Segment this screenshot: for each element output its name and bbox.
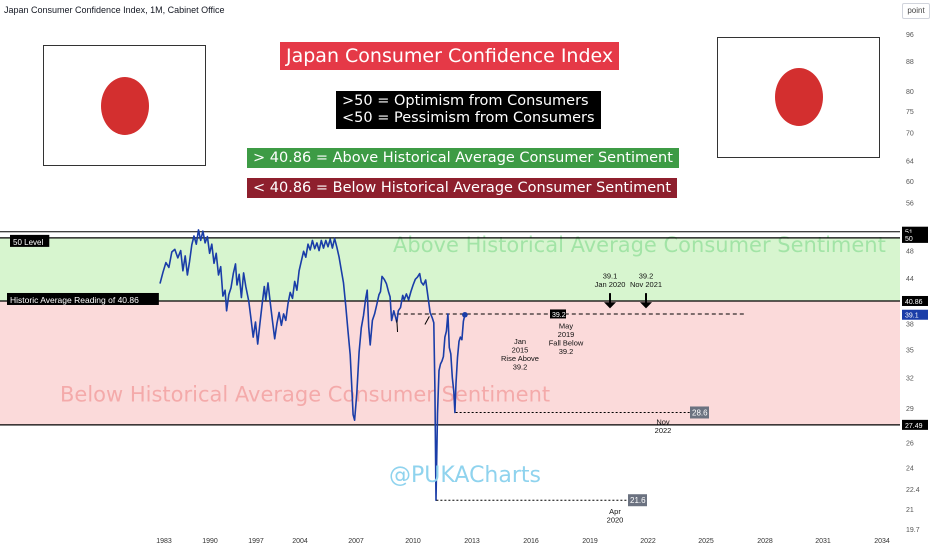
y-tick-label: 19.7 — [906, 527, 920, 534]
y-tick-label: 56 — [906, 200, 914, 207]
annotation-jan-2015-line-3: 39.2 — [513, 363, 528, 372]
price-tag-bg — [902, 309, 928, 320]
value-tag-bg-apr-2020 — [628, 494, 647, 507]
pessimism-text: <50 = Pessimism from Consumers — [342, 110, 595, 126]
y-tick-label: 44 — [906, 276, 914, 283]
optimism-pessimism-box: >50 = Optimism from Consumers <50 = Pess… — [336, 91, 601, 129]
dashed-level-tag: 39.2 — [552, 312, 566, 319]
y-tick-label: 88 — [906, 59, 914, 66]
y-tick-label: 96 — [906, 32, 914, 39]
title-banner: Japan Consumer Confidence Index — [280, 42, 620, 70]
y-tick-label: 21 — [906, 507, 914, 514]
price-tag-bg — [902, 226, 928, 237]
y-tick-label: 70 — [906, 131, 914, 138]
price-tag: 50 — [905, 236, 913, 243]
price-tag-bg — [902, 232, 928, 243]
price-tag: 40.86 — [905, 299, 923, 306]
value-tag-apr-2020: 21.6 — [630, 496, 646, 505]
price-tag-bg — [902, 419, 928, 430]
arrow-down-icon — [604, 302, 616, 309]
annotation-may-2019-line-1: 2019 — [558, 330, 575, 339]
x-tick-label: 1997 — [248, 538, 264, 545]
symbol-info: Japan Consumer Confidence Index, 1M, Cab… — [4, 5, 225, 15]
y-tick-label: 29 — [906, 406, 914, 413]
historic-average-label-bg — [7, 292, 159, 305]
historic-average-label: Historic Average Reading of 40.86 — [10, 295, 139, 305]
dashed-level-tag-bg — [550, 309, 566, 319]
above-average-banner: > 40.86 = Above Historical Average Consu… — [247, 148, 679, 168]
annotation-nov-2022-line-0: Nov — [656, 417, 670, 426]
annotation-nov-2022-line-1: 2022 — [655, 426, 672, 435]
x-tick-label: 2019 — [582, 538, 598, 545]
price-tag-bg — [902, 295, 928, 306]
y-tick-label: 32 — [906, 375, 914, 382]
annotation-apr-2020-line-0: Apr — [609, 507, 621, 516]
below-average-zone — [0, 300, 900, 425]
annotation-may-2019-line-3: 39.2 — [559, 347, 574, 356]
unit-label: point — [902, 3, 930, 19]
annotation-may-2019-line-0: May — [559, 322, 573, 331]
above-zone-label: Above Historical Average Consumer Sentim… — [393, 233, 886, 257]
y-tick-label: 26 — [906, 440, 914, 447]
fifty-level-label-bg — [10, 234, 50, 247]
flag-sun-icon — [101, 77, 149, 135]
x-tick-label: 2025 — [698, 538, 714, 545]
annotation-jan-2020-line-0: 39.1 — [603, 272, 618, 281]
x-tick-label: 2004 — [292, 538, 308, 545]
japan-flag-left — [43, 45, 206, 166]
x-tick-label: 2034 — [874, 538, 890, 545]
series-line — [159, 229, 466, 502]
x-tick-label: 2031 — [815, 538, 831, 545]
arrow-down-icon — [640, 302, 652, 309]
x-tick-label: 2010 — [405, 538, 421, 545]
x-tick-label: 1990 — [202, 538, 218, 545]
annotation-jan-2015-line-2: Rise Above — [501, 354, 539, 363]
value-tag-nov-2022: 28.6 — [692, 408, 708, 417]
annotation-jan-2015-line-0: Jan — [514, 337, 526, 346]
y-tick-label: 60 — [906, 179, 914, 186]
last-point-marker — [462, 311, 468, 318]
optimism-text: >50 = Optimism from Consumers — [342, 93, 589, 109]
y-tick-label: 38 — [906, 322, 914, 329]
annotation-pointer-jan-2015 — [396, 319, 399, 333]
value-tag-bg-nov-2022 — [690, 406, 709, 419]
annotation-jan-2020-line-1: Jan 2020 — [595, 280, 626, 289]
x-tick-label: 2007 — [348, 538, 364, 545]
x-tick-label: 2022 — [640, 538, 656, 545]
japan-flag-right — [717, 37, 880, 158]
x-tick-label: 1983 — [156, 538, 172, 545]
flag-sun-icon — [775, 68, 823, 126]
y-tick-label: 48 — [906, 249, 914, 256]
y-tick-label: 24 — [906, 465, 914, 472]
y-tick-label: 80 — [906, 89, 914, 96]
annotation-jan-2015-line-1: 2015 — [512, 346, 529, 355]
annotation-may-2019-line-2: Fall Below — [549, 339, 584, 348]
below-average-banner: < 40.86 = Below Historical Average Consu… — [247, 178, 678, 198]
watermark: @PUKACharts — [389, 463, 541, 488]
price-tag: 39.1 — [905, 313, 919, 320]
y-tick-label: 22.4 — [906, 487, 920, 494]
annotation-pointer-may-2019 — [424, 316, 430, 325]
below-zone-label: Below Historical Average Consumer Sentim… — [60, 383, 550, 407]
y-tick-label: 35 — [906, 347, 914, 354]
annotation-nov-2021-line-1: Nov 2021 — [630, 280, 662, 289]
y-tick-label: 64 — [906, 159, 914, 166]
price-tag: 27.49 — [905, 423, 923, 430]
x-tick-label: 2013 — [464, 538, 480, 545]
x-tick-label: 2016 — [523, 538, 539, 545]
y-tick-label: 75 — [906, 109, 914, 116]
fifty-level-label: 50 Level — [13, 238, 43, 247]
x-tick-label: 2028 — [757, 538, 773, 545]
annotation-nov-2021-line-0: 39.2 — [639, 272, 654, 281]
annotation-apr-2020-line-1: 2020 — [607, 516, 624, 525]
above-average-zone — [0, 237, 900, 301]
